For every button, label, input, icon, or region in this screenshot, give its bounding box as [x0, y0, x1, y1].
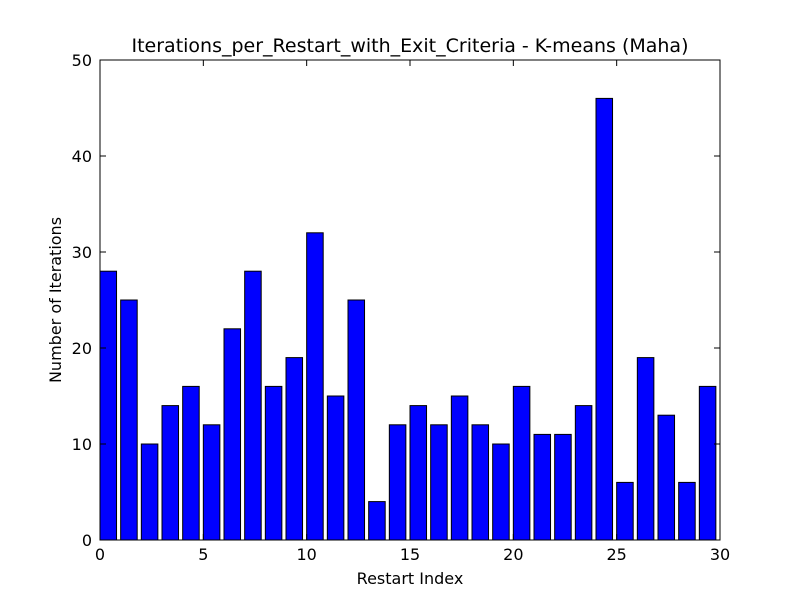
x-tick-label: 10 — [296, 545, 316, 564]
chart-title: Iterations_per_Restart_with_Exit_Criteri… — [132, 35, 689, 57]
x-tick-label: 0 — [95, 545, 105, 564]
bar-5 — [202, 424, 221, 541]
bar-21 — [533, 433, 552, 541]
bars-group — [99, 97, 717, 541]
bar-6 — [223, 328, 242, 541]
y-tick-label: 50 — [72, 51, 92, 70]
y-tick-label: 10 — [72, 435, 92, 454]
y-tick-label: 30 — [72, 243, 92, 262]
x-tick-label: 15 — [400, 545, 420, 564]
bar-16 — [430, 424, 448, 541]
bar-0 — [99, 270, 118, 541]
bar-12 — [347, 299, 366, 541]
x-tick-label: 20 — [503, 545, 523, 564]
x-axis-label: Restart Index — [357, 569, 464, 588]
bar-1 — [120, 299, 138, 541]
x-tick-label: 25 — [606, 545, 626, 564]
bar-17 — [450, 395, 469, 541]
bar-25 — [616, 481, 634, 541]
bar-20 — [512, 385, 531, 541]
bar-14 — [388, 424, 407, 541]
bar-9 — [285, 357, 304, 541]
y-tick-label: 0 — [82, 531, 92, 550]
x-tick-label: 30 — [710, 545, 730, 564]
bar-23 — [574, 405, 593, 541]
y-tick-label: 40 — [72, 147, 92, 166]
bar-7 — [244, 270, 262, 541]
bar-15 — [409, 405, 428, 541]
bar-22 — [554, 433, 572, 541]
bar-26 — [636, 357, 655, 541]
bar-8 — [264, 385, 283, 541]
bar-19 — [492, 443, 510, 541]
x-axis-ticks: 0 5 10 15 20 25 30 — [95, 60, 730, 564]
bar-29 — [698, 385, 717, 541]
x-tick-label: 5 — [198, 545, 208, 564]
bar-2 — [140, 443, 159, 541]
bar-27 — [657, 414, 676, 541]
y-tick-label: 20 — [72, 339, 92, 358]
bar-4 — [182, 385, 200, 541]
y-axis-ticks: 0 10 20 30 40 50 — [72, 51, 720, 550]
bar-10 — [306, 232, 324, 541]
bar-28 — [678, 481, 696, 541]
bar-11 — [326, 395, 345, 541]
bar-3 — [161, 405, 180, 541]
bar-18 — [471, 424, 490, 541]
y-axis-label: Number of Iterations — [46, 217, 65, 383]
bar-24 — [595, 97, 614, 541]
bar-13 — [368, 501, 386, 541]
